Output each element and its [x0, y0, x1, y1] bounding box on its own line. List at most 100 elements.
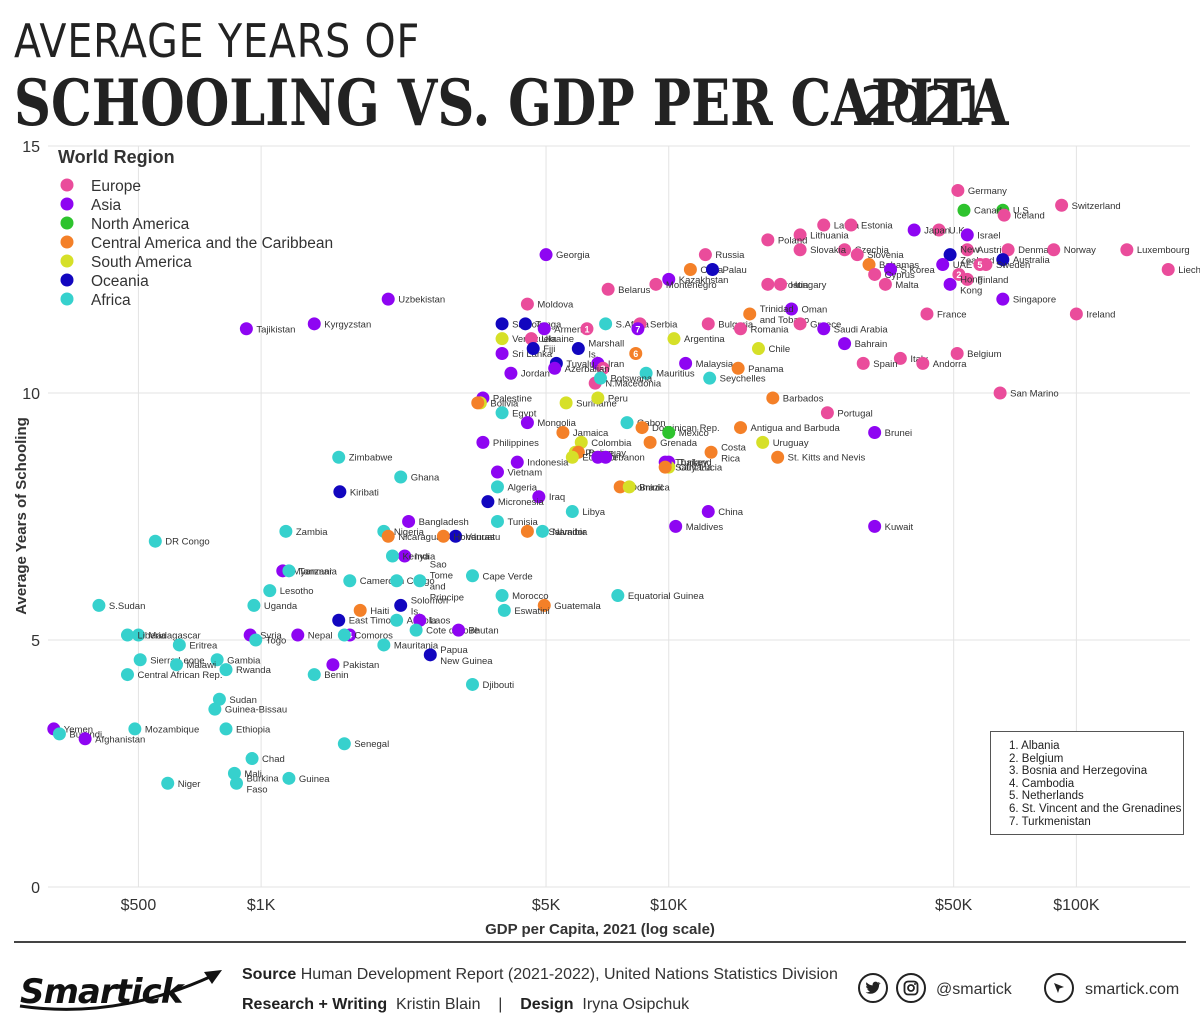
data-point-label-line: Sudan: [229, 695, 256, 706]
data-point: [596, 361, 610, 375]
data-point-label-line: Yemen: [64, 724, 93, 735]
data-point: [611, 589, 625, 603]
data-point-label: Barbados: [783, 393, 824, 404]
data-point: [793, 243, 807, 257]
numbered-legend-item: 1. Albania: [1009, 740, 1060, 752]
data-point: [409, 623, 423, 637]
data-point-label: Guinea: [299, 774, 330, 785]
y-axis-title: Average Years of Schooling: [13, 417, 30, 615]
website-link[interactable]: smartick.com: [1085, 981, 1180, 998]
data-point-label-line: Cameroon: [360, 576, 404, 587]
data-point: [548, 361, 562, 375]
data-point: [390, 574, 404, 588]
data-point: [229, 776, 243, 790]
data-point-label: S.Africa: [616, 319, 650, 330]
data-point-label: Malta: [895, 280, 919, 291]
data-point-label-line: Serbia: [650, 319, 678, 330]
data-point-label-line: Tunisia: [507, 517, 538, 528]
data-point-label-line: Palestine: [493, 393, 532, 404]
data-point: [580, 322, 594, 336]
data-point-label: Zambia: [296, 527, 328, 538]
data-point-number: 1: [584, 324, 589, 334]
data-point: [761, 233, 775, 247]
data-point: [394, 598, 408, 612]
data-point: [751, 342, 765, 356]
data-point: [952, 267, 966, 281]
data-point-label-line: Rica: [721, 453, 741, 464]
data-point-label: Palestine: [493, 393, 532, 404]
data-point: [574, 435, 588, 449]
data-point-label-line: Togo: [266, 636, 287, 647]
data-point: [78, 732, 92, 746]
data-point-label-line: Kenya: [402, 552, 430, 563]
data-point: [161, 776, 175, 790]
data-point-label-line: Egypt: [512, 408, 537, 419]
data-point-label-line: Lesotho: [280, 586, 314, 597]
credits-separator: |: [498, 996, 503, 1013]
cursor-icon[interactable]: [1044, 973, 1074, 1003]
data-point: [326, 658, 340, 672]
data-point-label: Malaysia: [696, 359, 734, 370]
data-point-label: Togo: [266, 636, 287, 647]
data-point-label: Ghana: [411, 472, 440, 483]
numbered-legend-item: 7. Turkmenistan: [1009, 815, 1091, 828]
data-point-label-line: Morocco: [512, 591, 548, 602]
data-point-label: N.Macedonia: [605, 379, 662, 390]
data-point-label: Nicaragua: [398, 532, 442, 543]
instagram-icon[interactable]: [896, 973, 926, 1003]
data-point: [520, 524, 534, 538]
data-point-label-line: Philippines: [493, 438, 539, 449]
data-point-label-line: Indonesia: [527, 458, 569, 469]
data-point-label-line: Marshall: [588, 339, 624, 350]
data-point-label-line: Mauritania: [394, 640, 439, 651]
data-point-label-line: DR Congo: [165, 537, 209, 548]
data-point-label: Lebanon: [608, 453, 645, 464]
data-point-label-line: Montenegro: [666, 280, 717, 291]
data-point-label: Saint Lucia: [675, 463, 723, 474]
data-point-label: Eswatini: [514, 606, 549, 617]
data-point-label-line: Uruguay: [773, 438, 809, 449]
data-point: [402, 514, 416, 528]
data-point: [539, 248, 553, 262]
legend-item-label: South America: [91, 254, 192, 271]
data-point: [620, 416, 634, 430]
data-point-label: Honduras: [453, 532, 494, 543]
data-point: [599, 450, 613, 464]
data-point: [537, 322, 551, 336]
data-point-label: East Timor: [349, 616, 394, 627]
data-point: [793, 228, 807, 242]
data-point: [343, 574, 357, 588]
data-point-label-line: Mexico: [679, 428, 709, 439]
data-point-label: Pakistan: [343, 660, 379, 671]
data-point-label: Bahamas: [879, 260, 919, 271]
data-point-label-line: Chile: [768, 344, 790, 355]
legend-swatch: [60, 216, 74, 230]
data-point: [639, 366, 653, 380]
social-handle[interactable]: @smartick: [936, 981, 1012, 998]
data-point: [629, 346, 643, 360]
data-point: [263, 584, 277, 598]
data-point: [249, 633, 263, 647]
twitter-icon[interactable]: [858, 973, 888, 1003]
data-point-label-line: Mozambique: [145, 724, 199, 735]
data-point: [704, 445, 718, 459]
data-point-label-line: Austria: [977, 245, 1007, 256]
data-point: [490, 514, 504, 528]
credits-line: Research + Writing Kristin Blain | Desig…: [242, 996, 689, 1014]
data-point: [333, 485, 347, 499]
data-point-label: Serbia: [650, 319, 678, 330]
data-point-label-line: Singapore: [1013, 295, 1056, 306]
data-point-label-line: Solomon: [411, 595, 449, 606]
data-point: [307, 668, 321, 682]
data-point-label: Hong Kong: [960, 274, 983, 296]
data-point-label-line: Argentina: [684, 334, 725, 345]
data-point: [239, 322, 253, 336]
data-point-label-line: Costa: [721, 442, 747, 453]
data-point: [120, 628, 134, 642]
data-point-label-line: Denmark: [1018, 245, 1057, 256]
data-point-label-line: Peru: [608, 393, 628, 404]
data-point-label-line: Equatorial Guinea: [628, 591, 705, 602]
data-point: [844, 218, 858, 232]
data-point: [291, 628, 305, 642]
